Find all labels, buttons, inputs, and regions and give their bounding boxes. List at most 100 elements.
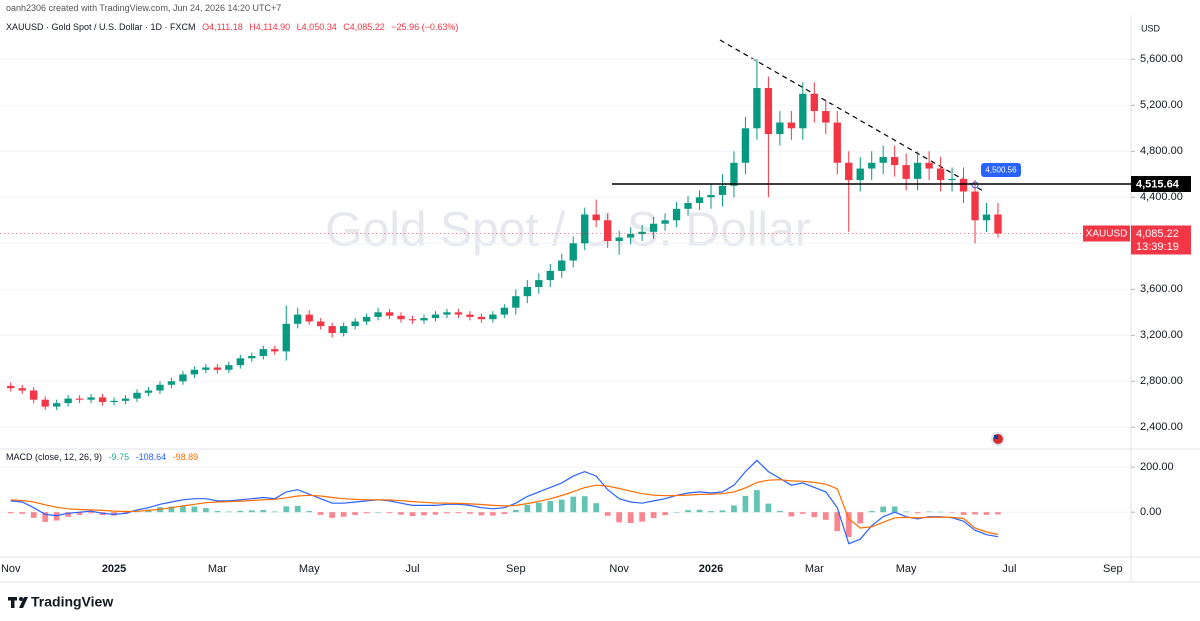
histogram-bar <box>949 512 955 513</box>
candle-body <box>592 214 600 221</box>
candle-body <box>98 397 107 402</box>
candle-body <box>454 312 463 315</box>
candle-body <box>271 349 279 352</box>
macd-line <box>10 459 999 545</box>
brand-logo: TradingView <box>8 594 113 610</box>
candle-body <box>936 168 945 181</box>
y-tick-label: 4,400.00 <box>1140 191 1183 203</box>
histogram-bar <box>524 504 531 513</box>
histogram-bar <box>650 512 657 519</box>
candle-body <box>385 312 394 316</box>
watermark: Gold Spot / U.S. Dollar <box>325 204 811 257</box>
x-tick-label: Mar <box>805 563 824 575</box>
histogram-bar <box>478 512 485 516</box>
candle-body <box>856 168 864 181</box>
candle-body <box>213 367 222 370</box>
histogram-bar <box>248 510 255 513</box>
x-tick-label: Jul <box>1002 563 1016 575</box>
candle-body <box>225 365 233 370</box>
candle-body <box>982 214 991 221</box>
histogram-bar <box>777 510 783 513</box>
signal-last: -98.89 <box>172 452 199 462</box>
currency: USD <box>1141 23 1161 33</box>
histogram-bar <box>639 512 645 522</box>
candle-body <box>317 321 325 327</box>
candle-body <box>489 314 497 320</box>
y-tick-label: 3,600.00 <box>1140 283 1183 295</box>
trend-label: 4,500.56 <box>985 166 1017 175</box>
histogram-bar <box>421 512 427 516</box>
histogram-bar <box>42 512 49 522</box>
histogram-bar <box>180 506 186 513</box>
x-tick-label: Sep <box>1103 563 1123 575</box>
y-tick-label: 4,800.00 <box>1140 145 1183 157</box>
histogram-bar <box>76 512 83 515</box>
candle-body <box>167 381 176 385</box>
candle-body <box>661 220 669 224</box>
histogram-bar <box>914 512 921 514</box>
candle-body <box>902 165 910 179</box>
candle-body <box>202 367 210 370</box>
candle-body <box>684 203 692 209</box>
x-tick-label: May <box>299 563 320 575</box>
x-tick-label: Sep <box>506 563 526 575</box>
x-tick-label: May <box>896 563 917 575</box>
x-tick-label: Nov <box>1 563 21 575</box>
x-tick-label: Jul <box>405 563 419 575</box>
candle-body <box>259 349 267 356</box>
candle-body <box>121 398 130 401</box>
candle-body <box>799 93 807 129</box>
histogram-bar <box>283 506 290 513</box>
y-tick-label: 200.00 <box>1140 461 1174 473</box>
candle-body <box>776 122 784 135</box>
candle-body <box>420 318 428 321</box>
y-tick-label: 5,600.00 <box>1140 53 1183 65</box>
signal-line <box>10 479 999 536</box>
y-tick-label: 0.00 <box>1140 506 1161 518</box>
histogram-bar <box>191 506 198 513</box>
price-label: 4,085.22 <box>1136 228 1179 240</box>
legend: XAUUSD · Gold Spot / U.S. Dollar · 1D · … <box>6 22 462 32</box>
candle-body <box>236 358 245 366</box>
ohlc-low: L4,050.34 <box>296 22 337 32</box>
candle-body <box>328 326 336 333</box>
x-tick-label: Nov <box>609 563 629 575</box>
hist-last: -9.75 <box>108 452 130 462</box>
candle-body <box>512 296 520 308</box>
event-flag-canton <box>994 435 998 439</box>
candle-body <box>615 237 623 241</box>
histogram-bar <box>834 512 841 532</box>
histogram-bar <box>719 510 726 513</box>
histogram-bar <box>30 512 37 518</box>
histogram-bar <box>19 512 26 514</box>
ohlc-close: C4,085.22 <box>343 22 385 32</box>
candle-body <box>810 93 818 112</box>
histogram-bar <box>547 500 554 513</box>
histogram-bar <box>455 512 462 514</box>
histogram-bar <box>535 502 542 513</box>
ohlc-open: O4,111.18 <box>202 22 243 32</box>
horizontal-line-label: 4,515.64 <box>1136 178 1180 190</box>
candle-body <box>845 162 853 181</box>
histogram-bar <box>271 511 278 513</box>
candle-body <box>18 388 26 391</box>
candle-body <box>959 178 968 192</box>
macd-last: -108.64 <box>135 452 167 462</box>
candle-body <box>523 286 531 297</box>
candle-body <box>52 403 61 407</box>
histogram-bar <box>926 511 932 513</box>
histogram-bar <box>88 512 94 514</box>
histogram-bar <box>467 512 473 514</box>
candle-body <box>604 220 612 241</box>
candle-body <box>764 88 773 135</box>
histogram-bar <box>260 509 267 513</box>
candle-body <box>7 385 15 389</box>
histogram-bar <box>696 509 703 513</box>
histogram-bar <box>754 490 760 513</box>
candle-body <box>87 397 95 400</box>
candle-body <box>30 390 38 400</box>
logo-dot <box>19 597 23 601</box>
candle-body <box>994 214 1002 234</box>
credit: oanh2306 created with TradingView.com, J… <box>6 3 282 13</box>
